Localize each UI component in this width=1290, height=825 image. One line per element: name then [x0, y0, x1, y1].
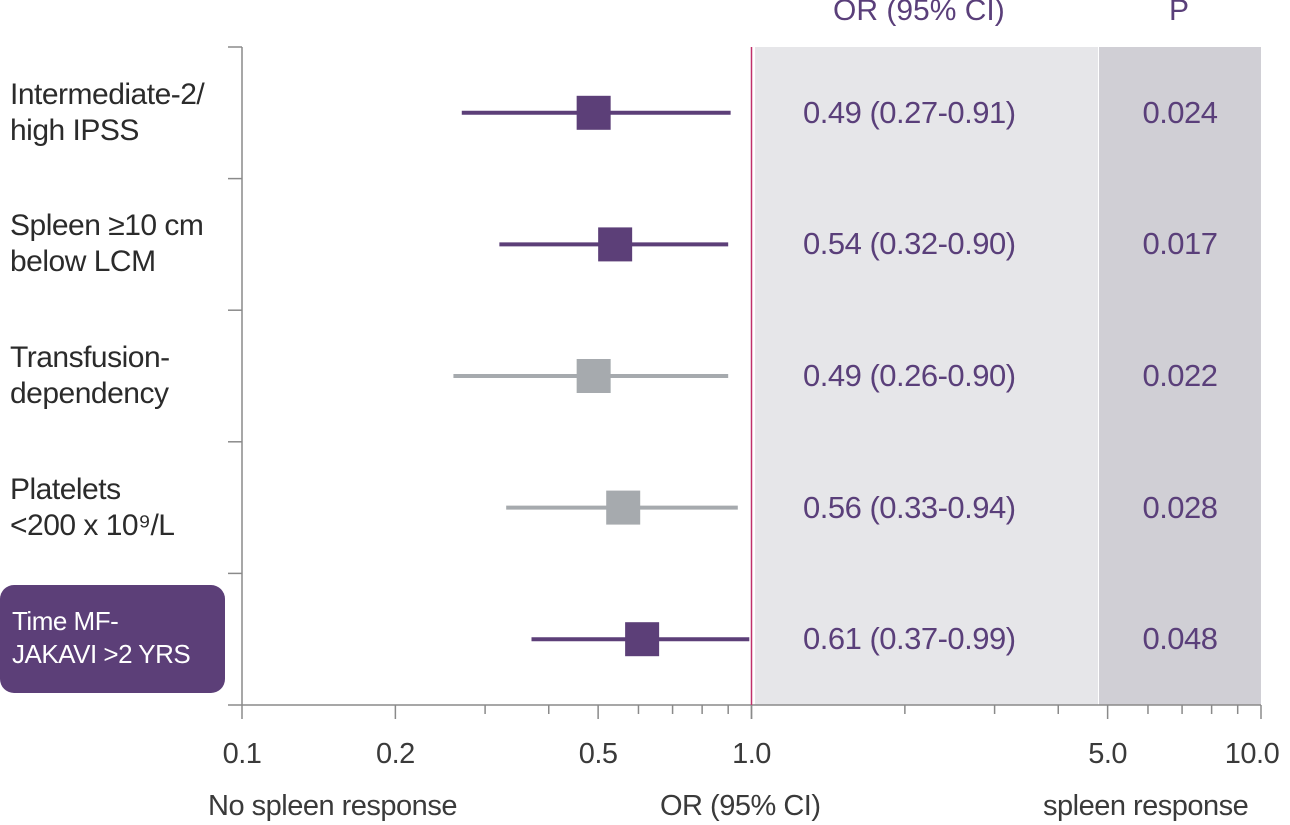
row-label-line: Platelets — [10, 472, 121, 506]
or-marker — [606, 490, 641, 525]
x-label-center: OR (95% CI) — [660, 790, 821, 822]
p-column-header: P — [1169, 0, 1190, 27]
row-label-line: JAKAVI >2 YRS — [12, 639, 191, 670]
or-column-panel — [755, 47, 1098, 705]
p-value: 0.048 — [1142, 621, 1218, 657]
x-tick-label: 0.2 — [375, 738, 415, 770]
or-ci-value: 0.49 (0.27-0.91) — [803, 94, 1016, 130]
row-label-line: dependency — [10, 377, 169, 410]
or-marker — [625, 622, 660, 657]
p-column-panel — [1099, 47, 1261, 705]
or-ci-value: 0.61 (0.37-0.99) — [803, 621, 1016, 657]
p-value: 0.022 — [1142, 358, 1218, 393]
row-label-highlighted: Time MF- JAKAVI >2 YRS — [0, 585, 225, 694]
p-value: 0.017 — [1142, 226, 1218, 262]
row-label: Spleen ≥10 cm below LCM — [10, 208, 204, 280]
row-label: Platelets <200 x 10⁹/L — [10, 472, 175, 544]
x-label-left: No spleen response — [208, 790, 457, 822]
row-label: Transfusion-dependency — [10, 340, 170, 412]
row-label-line: Transfusion- — [10, 341, 170, 374]
x-tick-label: 1.0 — [732, 738, 771, 770]
row-label: Intermediate-2/high IPSS — [10, 77, 205, 149]
or-marker — [576, 95, 611, 130]
or-ci-value: 0.49 (0.26-0.90) — [803, 358, 1016, 393]
row-label-line: <200 x 10⁹/L — [10, 508, 175, 542]
or-column-header: OR (95% CI) — [833, 0, 1005, 27]
row-label-line: below LCM — [10, 245, 156, 279]
row-label-line: Spleen ≥10 cm — [10, 209, 204, 243]
x-tick-label: 5.0 — [1088, 738, 1128, 770]
row-label-line: Intermediate-2/ — [10, 77, 205, 111]
x-label-right: spleen response — [1043, 790, 1249, 822]
x-tick-label: 0.1 — [222, 738, 262, 770]
row-label-line: Time MF- — [12, 606, 119, 637]
p-value: 0.028 — [1142, 489, 1218, 525]
or-marker — [598, 227, 633, 262]
x-tick-label: 0.5 — [578, 738, 618, 770]
or-ci-value: 0.56 (0.33-0.94) — [803, 489, 1016, 525]
p-value: 0.024 — [1142, 94, 1218, 130]
row-label-line: high IPSS — [10, 113, 139, 147]
or-marker — [576, 359, 611, 393]
or-ci-value: 0.54 (0.32-0.90) — [803, 226, 1016, 262]
x-tick-label: 10.0 — [1224, 738, 1280, 770]
